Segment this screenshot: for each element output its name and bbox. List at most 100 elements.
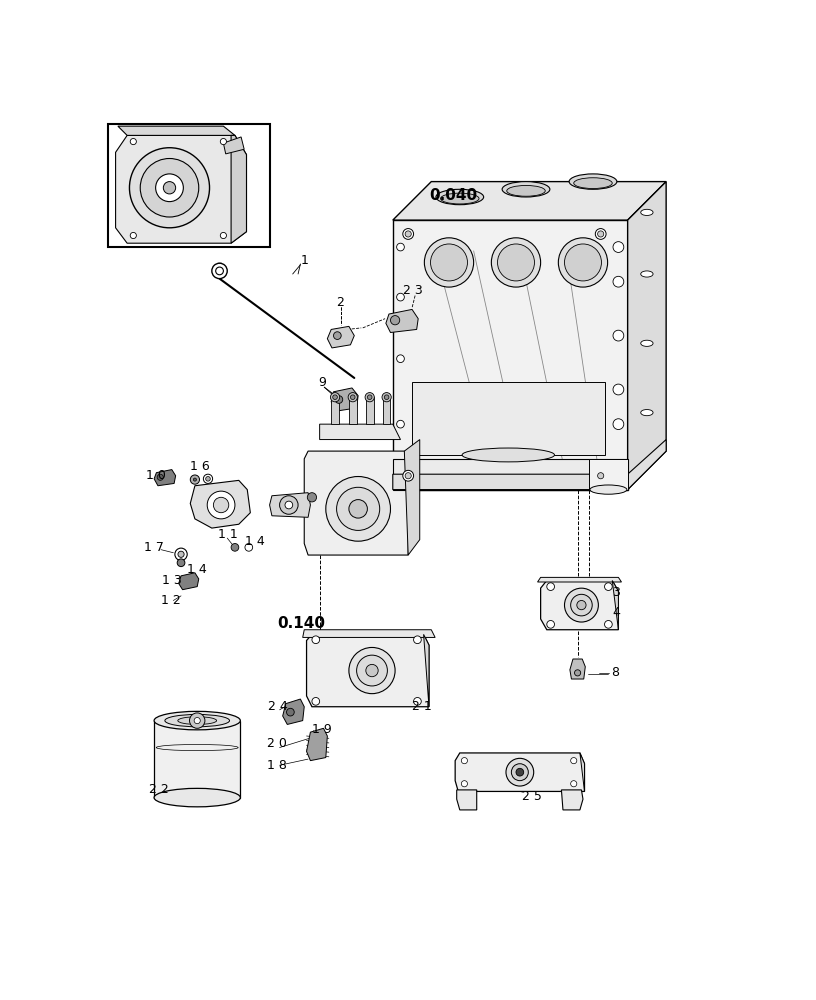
Ellipse shape — [574, 178, 612, 189]
Circle shape — [215, 267, 224, 275]
Polygon shape — [331, 388, 358, 411]
Ellipse shape — [436, 189, 484, 205]
Circle shape — [348, 393, 357, 402]
Ellipse shape — [165, 714, 229, 727]
Text: 2 1: 2 1 — [412, 700, 432, 713]
Ellipse shape — [178, 717, 216, 724]
Text: 3: 3 — [612, 586, 620, 599]
Text: 2 5: 2 5 — [522, 790, 542, 803]
Text: 1 6: 1 6 — [190, 460, 210, 473]
Polygon shape — [190, 480, 251, 528]
Circle shape — [613, 384, 623, 395]
Circle shape — [156, 174, 184, 202]
Text: 8: 8 — [610, 666, 619, 679]
Circle shape — [280, 496, 298, 514]
Circle shape — [506, 758, 534, 786]
Circle shape — [193, 478, 197, 481]
Text: 1: 1 — [300, 254, 308, 267]
Text: 1 2: 1 2 — [161, 594, 181, 607]
Circle shape — [613, 330, 623, 341]
Circle shape — [596, 229, 606, 239]
Circle shape — [491, 238, 541, 287]
Polygon shape — [320, 424, 401, 440]
Circle shape — [397, 355, 405, 363]
Circle shape — [349, 500, 367, 518]
Circle shape — [220, 138, 227, 145]
Text: 1 9: 1 9 — [312, 723, 331, 736]
Ellipse shape — [641, 340, 653, 346]
Circle shape — [414, 698, 421, 705]
Circle shape — [312, 636, 320, 644]
Circle shape — [424, 238, 473, 287]
Polygon shape — [307, 634, 429, 707]
Circle shape — [397, 243, 405, 251]
Circle shape — [334, 332, 341, 339]
Text: 9: 9 — [318, 376, 326, 389]
Text: 0.040: 0.040 — [429, 188, 477, 203]
Circle shape — [414, 636, 421, 644]
Polygon shape — [538, 577, 622, 582]
Circle shape — [220, 232, 227, 239]
Polygon shape — [392, 220, 628, 490]
Text: 1 7: 1 7 — [144, 541, 164, 554]
Polygon shape — [392, 459, 628, 490]
Polygon shape — [392, 440, 666, 490]
Ellipse shape — [569, 174, 617, 189]
Circle shape — [333, 395, 337, 400]
Polygon shape — [457, 790, 477, 810]
Circle shape — [403, 229, 414, 239]
Circle shape — [498, 244, 534, 281]
Polygon shape — [307, 728, 327, 761]
Polygon shape — [386, 309, 419, 333]
Circle shape — [326, 477, 391, 541]
Circle shape — [335, 396, 343, 403]
Circle shape — [140, 158, 199, 217]
Polygon shape — [580, 753, 584, 791]
Circle shape — [613, 242, 623, 252]
Circle shape — [308, 493, 317, 502]
Circle shape — [516, 768, 524, 776]
Circle shape — [570, 594, 592, 616]
Circle shape — [175, 548, 187, 560]
Circle shape — [605, 620, 612, 628]
Polygon shape — [612, 580, 619, 630]
Text: 1 3: 1 3 — [162, 574, 181, 587]
Polygon shape — [231, 135, 246, 243]
Ellipse shape — [507, 185, 545, 196]
Circle shape — [384, 395, 389, 400]
Circle shape — [512, 764, 528, 781]
Ellipse shape — [154, 788, 241, 807]
Circle shape — [570, 781, 577, 787]
Polygon shape — [424, 634, 429, 707]
Text: 2 0: 2 0 — [268, 737, 287, 750]
Bar — [108, 124, 269, 247]
Circle shape — [574, 670, 581, 676]
Circle shape — [547, 583, 555, 590]
Bar — [383, 397, 391, 424]
Circle shape — [131, 138, 136, 145]
Circle shape — [366, 664, 378, 677]
Circle shape — [177, 559, 185, 567]
Circle shape — [403, 470, 414, 481]
Circle shape — [245, 543, 253, 551]
Circle shape — [572, 667, 583, 678]
Polygon shape — [455, 753, 584, 791]
Circle shape — [570, 758, 577, 764]
Text: 0.140: 0.140 — [277, 616, 326, 631]
Polygon shape — [303, 630, 435, 637]
Bar — [154, 721, 241, 798]
Text: 2 4: 2 4 — [268, 700, 288, 713]
Circle shape — [190, 475, 200, 484]
Ellipse shape — [156, 744, 238, 751]
Polygon shape — [269, 493, 310, 517]
Circle shape — [367, 395, 372, 400]
Polygon shape — [118, 126, 235, 135]
Circle shape — [577, 600, 586, 610]
Ellipse shape — [641, 209, 653, 215]
Ellipse shape — [641, 410, 653, 416]
Text: 2 3: 2 3 — [403, 284, 423, 297]
Circle shape — [558, 238, 608, 287]
Polygon shape — [589, 459, 628, 490]
Circle shape — [357, 655, 388, 686]
Circle shape — [178, 551, 184, 557]
